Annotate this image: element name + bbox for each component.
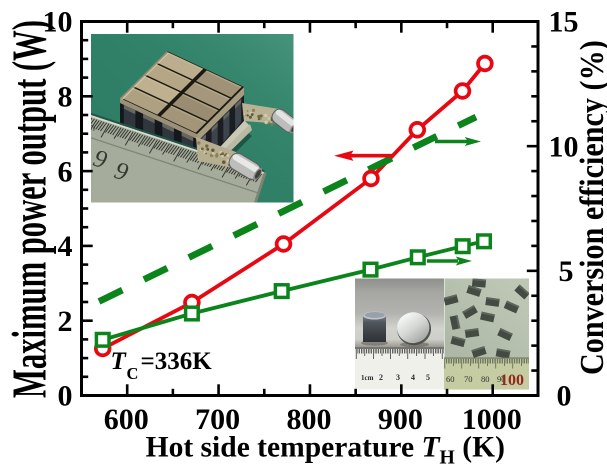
svg-text:4: 4 <box>58 230 73 263</box>
svg-text:2: 2 <box>379 373 383 382</box>
svg-text:60: 60 <box>446 374 455 384</box>
svg-text:5: 5 <box>426 373 430 382</box>
svg-text:800: 800 <box>287 403 332 436</box>
svg-text:T: T <box>111 348 128 375</box>
svg-text:C: C <box>127 364 139 383</box>
svg-text:4: 4 <box>411 373 415 382</box>
svg-text:80: 80 <box>481 374 490 384</box>
svg-text:0: 0 <box>58 380 73 413</box>
svg-text:8: 8 <box>58 81 73 114</box>
svg-text:10: 10 <box>549 130 579 163</box>
svg-text:Conversion efficiency (%): Conversion efficiency (%) <box>572 40 607 375</box>
svg-text:90: 90 <box>497 374 506 384</box>
svg-text:70: 70 <box>464 374 473 384</box>
svg-text:1cm: 1cm <box>361 374 374 382</box>
svg-text:600: 600 <box>104 403 149 436</box>
svg-text:5: 5 <box>559 255 574 288</box>
svg-text:=336K: =336K <box>141 348 213 375</box>
svg-text:15: 15 <box>549 6 579 39</box>
svg-text:2: 2 <box>58 305 73 338</box>
svg-text:0: 0 <box>557 380 572 413</box>
svg-text:3: 3 <box>396 373 400 382</box>
svg-text:cm: cm <box>82 120 97 134</box>
svg-text:700: 700 <box>195 403 240 436</box>
svg-text:10: 10 <box>43 6 73 39</box>
svg-text:6: 6 <box>58 155 73 188</box>
svg-text:Maximum power output (W): Maximum power output (W) <box>2 20 56 398</box>
svg-text:900: 900 <box>378 403 423 436</box>
svg-text:1000: 1000 <box>462 403 522 436</box>
svg-text:100: 100 <box>500 372 524 389</box>
